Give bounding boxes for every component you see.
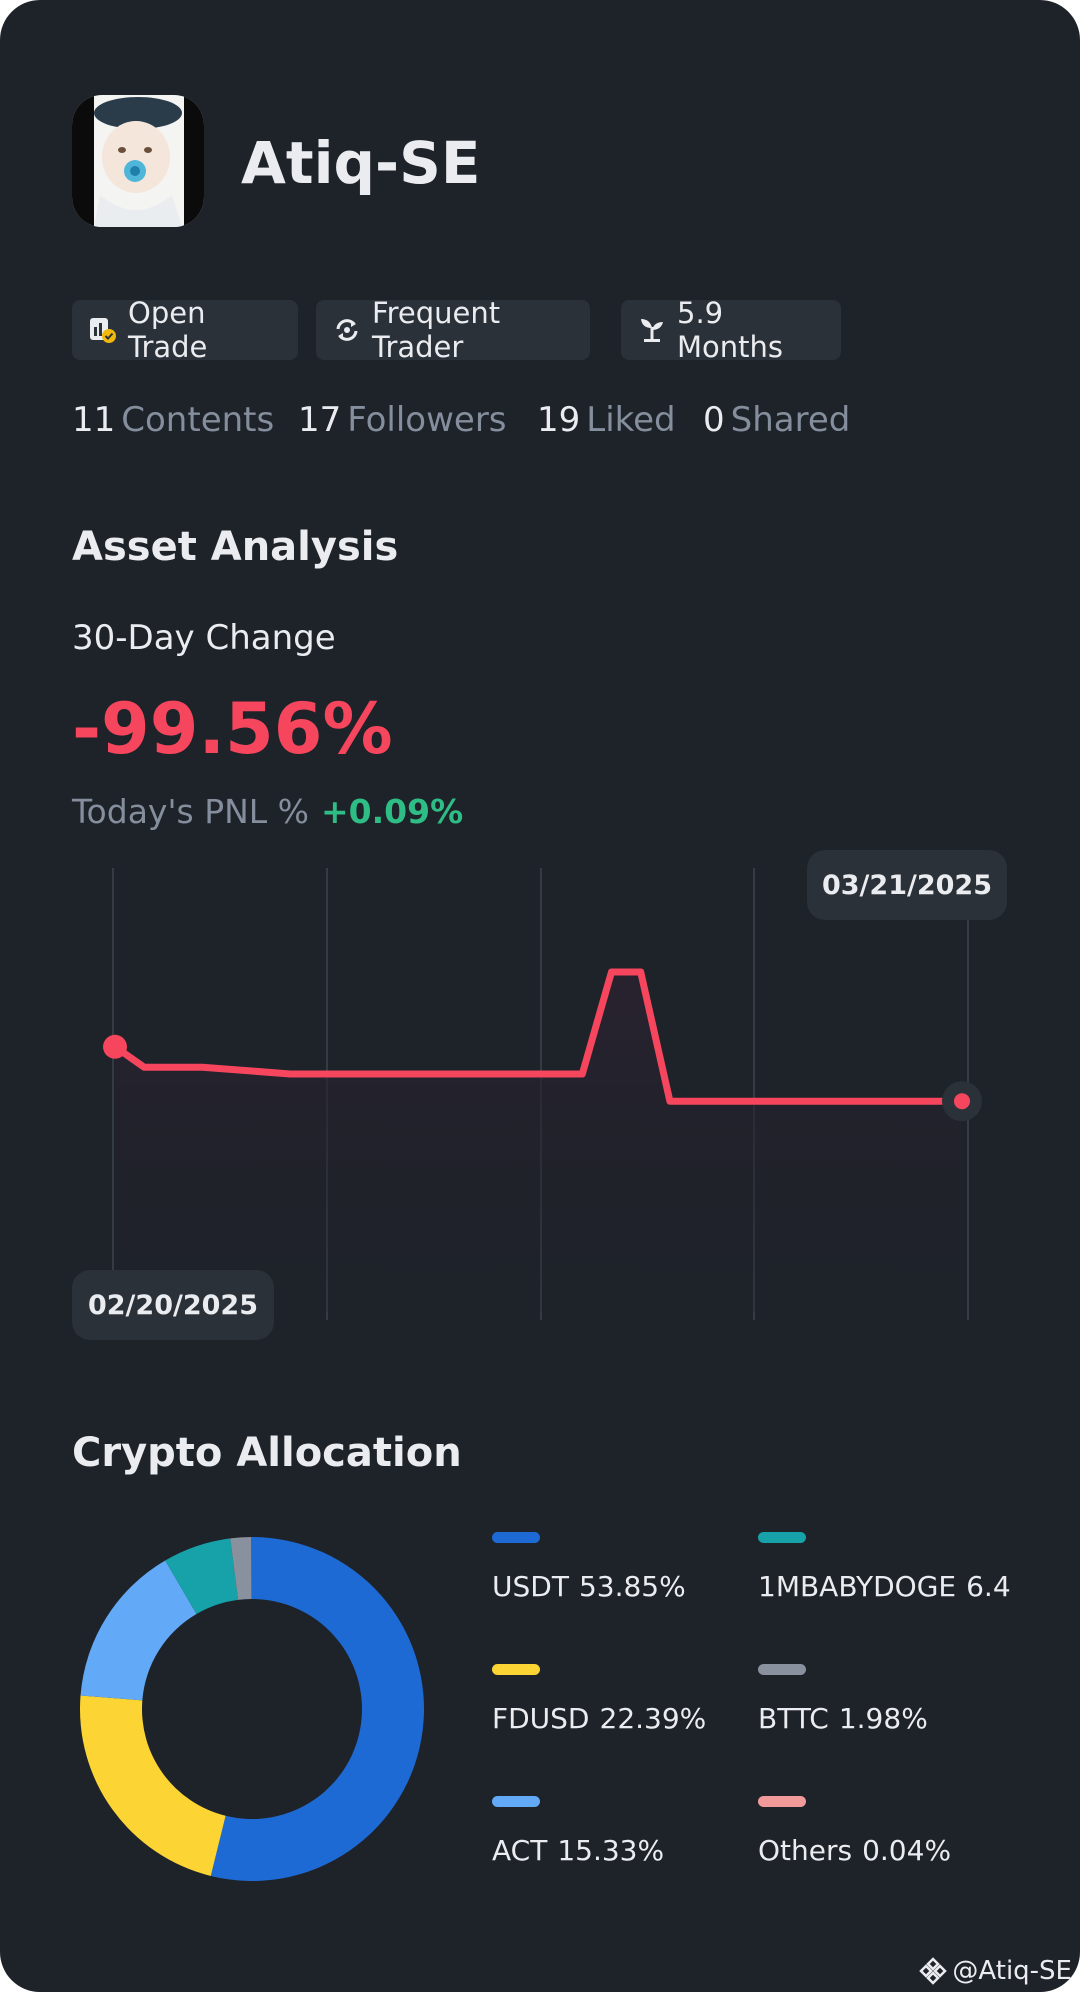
watermark: @Atiq-SE — [918, 1956, 1072, 1986]
pnl-line-chart[interactable] — [0, 860, 1080, 1340]
tag-label: Frequent Trader — [372, 296, 501, 364]
tag-open-trade[interactable]: Open Trade — [72, 296, 298, 364]
stat-value: 19 — [537, 400, 581, 440]
donut-slice-fdusd[interactable] — [80, 1695, 226, 1876]
stat-label: Liked — [586, 400, 676, 440]
legend-swatch — [492, 1532, 540, 1543]
stat-value: 11 — [72, 400, 116, 440]
stat-value: 17 — [298, 400, 342, 440]
donut-slice-1mbabydoge[interactable] — [165, 1538, 239, 1615]
legend-item-fdusd: FDUSD 22.39% — [492, 1664, 707, 1735]
legend-name: 1MBABYDOGE — [758, 1570, 957, 1603]
asset-analysis-title: Asset Analysis — [72, 524, 399, 570]
chart-area-fill — [115, 972, 962, 1312]
donut-slice-act[interactable] — [80, 1560, 197, 1701]
legend-swatch — [492, 1664, 540, 1675]
stat-value: 0 — [703, 400, 725, 440]
stat-liked[interactable]: 19 Liked — [537, 395, 676, 445]
tag-months[interactable]: 5.9 Months — [621, 296, 841, 364]
legend-name: Others — [758, 1834, 853, 1867]
legend-name: USDT — [492, 1570, 569, 1603]
legend-swatch — [758, 1532, 806, 1543]
tag-frequent-trader[interactable]: Frequent Trader — [316, 296, 590, 364]
legend-item-bttc: BTTC 1.98% — [758, 1664, 928, 1735]
legend-pct: 0.04% — [862, 1834, 952, 1867]
legend-swatch — [492, 1796, 540, 1807]
pnl-label: Today's PNL % — [72, 792, 310, 831]
chart-series-line — [111, 968, 966, 1105]
legend-pct: 22.39% — [599, 1702, 707, 1735]
change-value: -99.56% — [72, 688, 393, 770]
sprout-icon — [637, 314, 667, 346]
pnl-value: +0.09% — [321, 792, 464, 831]
repeat-icon — [332, 314, 362, 346]
legend-pct: 53.85% — [578, 1570, 686, 1603]
donut-slice-bttc[interactable] — [230, 1537, 252, 1600]
avatar-image — [72, 95, 204, 227]
stat-contents[interactable]: 11 Contents — [72, 395, 274, 445]
legend-swatch — [758, 1796, 806, 1807]
stat-label: Shared — [730, 400, 851, 440]
legend-name: FDUSD — [492, 1702, 590, 1735]
stat-followers[interactable]: 17 Followers — [298, 395, 507, 445]
donut-slice-usdt[interactable] — [210, 1537, 425, 1881]
chart-start-date-label: 02/20/2025 — [72, 1270, 274, 1340]
crypto-allocation-title: Crypto Allocation — [72, 1430, 462, 1476]
legend-item-1mbabydoge: 1MBABYDOGE 6.4 — [758, 1532, 1011, 1603]
watermark-text: @Atiq-SE — [952, 1956, 1072, 1986]
allocation-donut-chart[interactable] — [78, 1535, 426, 1883]
tag-label: 5.9 Months — [677, 296, 784, 364]
legend-item-others: Others 0.04% — [758, 1796, 952, 1867]
open-trade-icon — [88, 314, 118, 346]
chart-end-date-label: 03/21/2025 — [807, 850, 1007, 920]
binance-logo-icon — [919, 1957, 948, 1985]
change-label: 30-Day Change — [72, 618, 336, 658]
legend-pct: 15.33% — [557, 1834, 665, 1867]
avatar[interactable] — [72, 95, 204, 227]
username: Atiq-SE — [241, 129, 481, 197]
legend-item-usdt: USDT 53.85% — [492, 1532, 686, 1603]
stat-label: Followers — [347, 400, 507, 440]
legend-item-act: ACT 15.33% — [492, 1796, 665, 1867]
chart-end-point — [954, 1093, 970, 1110]
legend-name: ACT — [492, 1834, 548, 1867]
pnl-row: Today's PNL % +0.09% — [72, 792, 463, 831]
stat-label: Contents — [121, 400, 275, 440]
legend-name: BTTC — [758, 1702, 829, 1735]
chart-start-point — [103, 1034, 127, 1059]
legend-swatch — [758, 1664, 806, 1675]
legend-pct: 6.4 — [966, 1570, 1011, 1603]
legend-pct: 1.98% — [838, 1702, 928, 1735]
tag-label: Open Trade — [128, 296, 208, 364]
stat-shared[interactable]: 0 Shared — [703, 395, 850, 445]
